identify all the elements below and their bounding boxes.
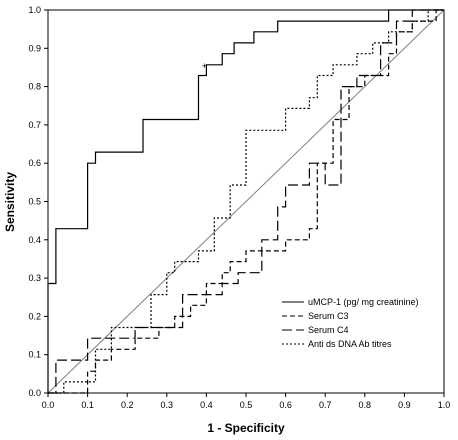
x-tick-label: 1.0 xyxy=(438,400,451,410)
cutoff-marker: + xyxy=(202,61,207,71)
reference-diagonal-line xyxy=(47,9,445,394)
x-tick-label: 0.8 xyxy=(359,400,372,410)
y-tick-label: 0.3 xyxy=(28,273,41,283)
y-tick-label: 0.7 xyxy=(28,120,41,130)
series-line-serum-c3 xyxy=(48,9,444,394)
y-tick-label: 0.0 xyxy=(28,388,41,398)
y-tick-label: 0.5 xyxy=(28,197,41,207)
legend-label-anti-ds-dna: Anti ds DNA Ab titres xyxy=(308,339,392,349)
x-tick-label: 0.3 xyxy=(161,400,174,410)
y-tick-label: 1.0 xyxy=(28,5,41,15)
x-tick-label: 0.5 xyxy=(240,400,253,410)
x-tick-label: 0.7 xyxy=(319,400,332,410)
y-tick-label: 0.8 xyxy=(28,82,41,92)
series-group xyxy=(47,9,444,394)
legend-label-serum-c3: Serum C3 xyxy=(308,311,349,321)
y-axis-title: Sensitivity xyxy=(3,172,17,232)
axis-ticks: 0.0 0.1 0.2 0.3 0.4 0.5 0.6 0.7 0.8 0.9 1.0 0.0 0.1 0… xyxy=(28,5,450,410)
series-line-anti-ds-dna xyxy=(48,9,444,394)
reference-line-group xyxy=(47,9,445,394)
x-axis-title: 1 - Specificity xyxy=(207,421,285,435)
x-tick-label: 0.2 xyxy=(121,400,134,410)
x-tick-label: 0.1 xyxy=(81,400,94,410)
y-tick-label: 0.6 xyxy=(28,158,41,168)
legend-label-serum-c4: Serum C4 xyxy=(308,325,349,335)
marker-group: + xyxy=(202,61,207,71)
y-tick-label: 0.9 xyxy=(28,43,41,53)
x-tick-label: 0.4 xyxy=(200,400,213,410)
series-line-umcp1 xyxy=(47,9,444,393)
x-tick-label: 0.0 xyxy=(42,400,55,410)
x-tick-label: 0.9 xyxy=(398,400,411,410)
y-tick-label: 0.1 xyxy=(28,350,41,360)
x-tick-label: 0.6 xyxy=(279,400,292,410)
legend: uMCP-1 (pg/ mg creatinine) Serum C3 Seru… xyxy=(282,297,419,349)
y-tick-label: 0.2 xyxy=(28,311,41,321)
legend-label-umcp1: uMCP-1 (pg/ mg creatinine) xyxy=(308,297,419,307)
y-tick-label: 0.4 xyxy=(28,235,41,245)
